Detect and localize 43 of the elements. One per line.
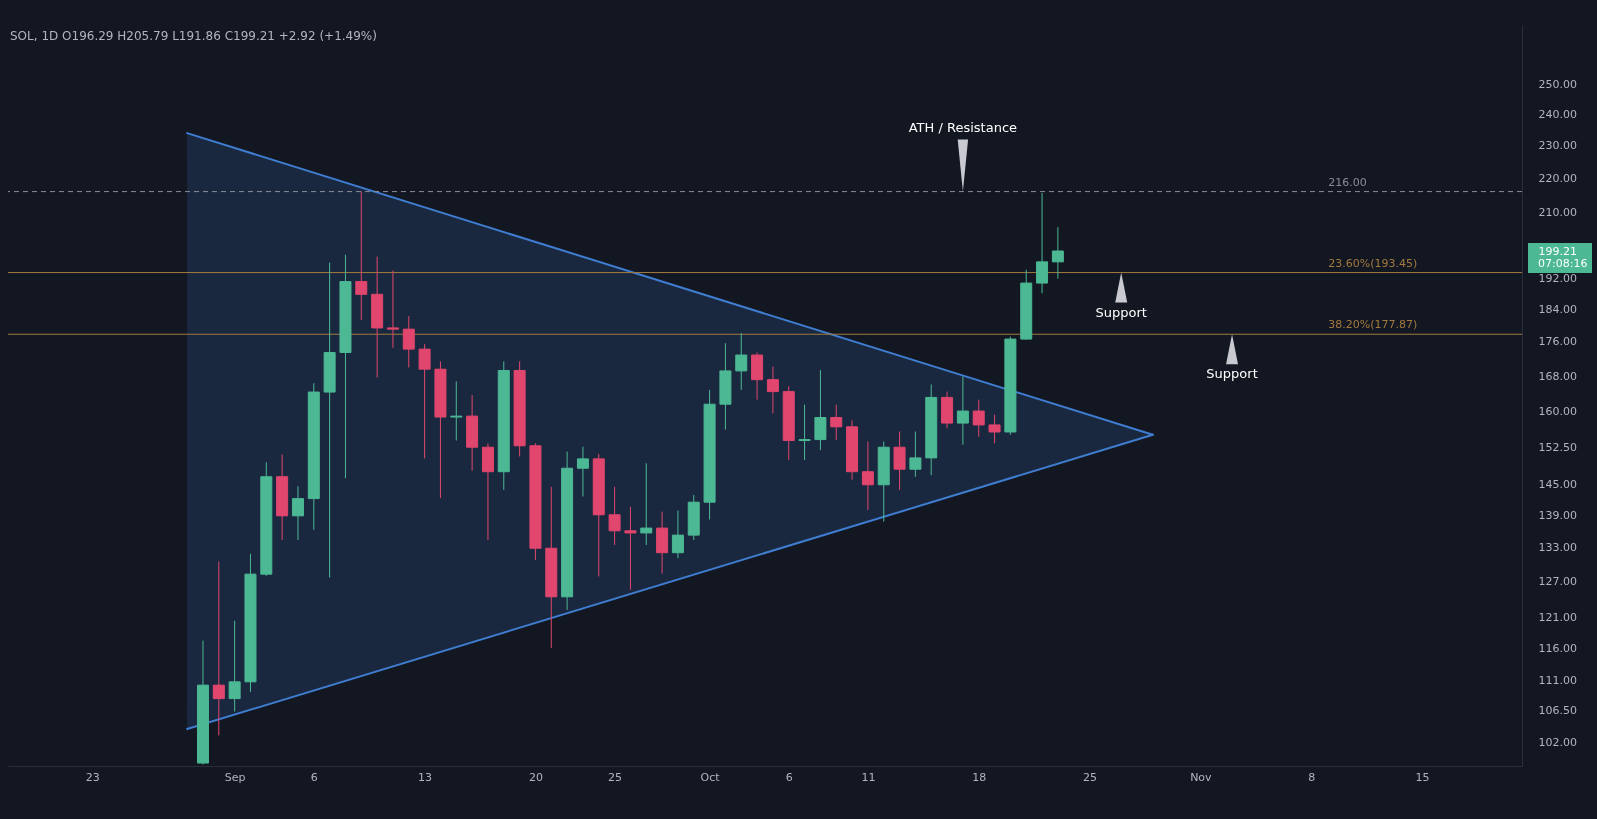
x-tick-label: 25 xyxy=(608,770,623,784)
x-tick-label: 6 xyxy=(310,770,318,784)
x-tick-label: Oct xyxy=(700,770,721,784)
y-tick-label: 116.00 xyxy=(1538,641,1577,655)
y-tick-label: 176.00 xyxy=(1538,335,1577,349)
y-tick-label: 133.00 xyxy=(1538,541,1577,555)
x-tick-label: Nov xyxy=(1190,770,1213,784)
y-tick-label: 139.00 xyxy=(1538,508,1577,522)
x-tick-label: 8 xyxy=(1308,770,1316,784)
y-tick-label: 184.00 xyxy=(1538,302,1577,316)
y-tick-label: 210.00 xyxy=(1538,205,1577,219)
y-tick-label: 152.50 xyxy=(1538,440,1577,454)
y-tick-label: 230.00 xyxy=(1538,138,1577,152)
y-tick-label: 106.50 xyxy=(1538,704,1577,718)
x-tick-label: 15 xyxy=(1415,770,1430,784)
ref-line-label: 23.60%(193.45) xyxy=(1328,256,1418,270)
x-tick-label: 20 xyxy=(528,770,543,784)
x-tick-label: 13 xyxy=(418,770,433,784)
chart-title: SOL, 1D O196.29 H205.79 L191.86 C199.21 +2.92 (+1.49%) xyxy=(10,29,377,43)
y-tick-label: 121.00 xyxy=(1538,610,1577,624)
x-tick-label: 25 xyxy=(1083,770,1098,784)
y-tick-label: 127.00 xyxy=(1538,575,1577,589)
y-tick-label: 199.21 xyxy=(1538,244,1577,258)
y-tick-label: 192.00 xyxy=(1538,271,1577,285)
text: 07:08:16 xyxy=(1538,257,1588,271)
x-tick-label: Sep xyxy=(224,770,246,784)
y-tick-label: 220.00 xyxy=(1538,171,1577,185)
x-tick-label: 11 xyxy=(861,770,876,784)
y-tick-label: 111.00 xyxy=(1538,673,1577,687)
x-tick-label: 18 xyxy=(972,770,987,784)
y-tick-label: 168.00 xyxy=(1538,369,1577,383)
y-tick-label: 102.00 xyxy=(1538,736,1577,750)
y-tick-label: 240.00 xyxy=(1538,107,1577,121)
y-tick-label: 145.00 xyxy=(1538,477,1577,491)
annotation: Support xyxy=(1206,366,1258,382)
ref-line-label: 38.20%(177.87) xyxy=(1328,318,1418,332)
ref-line-label: 216.00 xyxy=(1328,175,1367,189)
annotation: ATH / Resistance xyxy=(908,119,1018,135)
annotation: Support xyxy=(1095,304,1147,320)
y-tick-label: 160.00 xyxy=(1538,405,1577,419)
x-tick-label: 6 xyxy=(785,770,793,784)
y-tick-label: 250.00 xyxy=(1538,77,1577,91)
x-tick-label: 23 xyxy=(85,770,100,784)
